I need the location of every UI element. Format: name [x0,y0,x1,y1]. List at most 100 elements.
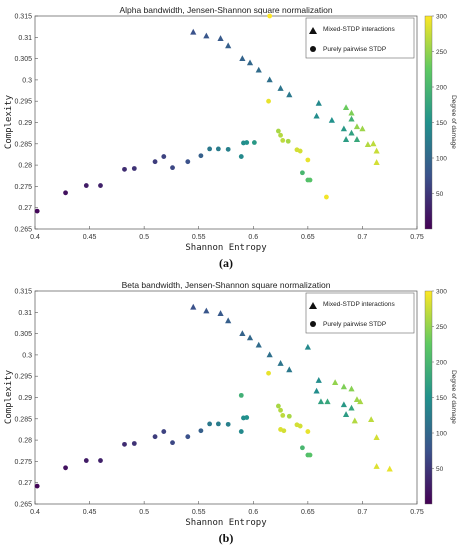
pairwise-stdp-point [131,441,137,446]
figure-panel-alpha: Alpha bandwidth, Jensen-Shannon square n… [4,5,457,270]
colorbar-tick-label: 150 [436,395,447,402]
subfigure-label: (a) [219,256,233,270]
triangle-marker-icon [309,27,317,34]
pairwise-stdp-point [34,208,40,214]
pairwise-stdp-point [297,423,303,429]
mixed-stdp-point [373,159,380,165]
pairwise-stdp-point [278,407,283,413]
mixed-stdp-point [190,28,197,35]
mixed-stdp-point [353,123,361,130]
pairwise-stdp-point [307,452,313,458]
y-tick-label: 0.285 [14,416,32,423]
pairwise-stdp-point [131,166,137,171]
pairwise-stdp-point [98,458,103,463]
y-tick-label: 0.28 [18,163,32,170]
legend: Mixed-STDP interactions Purely pairwise … [305,292,415,334]
circle-marker-icon [310,46,316,52]
legend-mixed-label: Mixed-STDP interactions [323,26,396,33]
pairwise-stdp-point [297,148,303,154]
mixed-stdp-point [357,398,364,405]
mixed-stdp-point [217,35,224,41]
mixed-stdp-point [359,125,366,132]
mixed-stdp-point [348,385,355,392]
legend-pairwise-label: Purely pairwise STDP [323,321,386,328]
x-tick-label: 0.45 [83,234,97,241]
mixed-stdp-point [317,398,325,405]
mixed-stdp-point [348,115,355,122]
mixed-stdp-point [353,136,361,142]
mixed-stdp-point [315,377,322,383]
beta-scatter-chart: Beta bandwidth, Jensen-Shannon square no… [4,280,457,545]
x-tick-label: 0.5 [139,234,149,241]
pairwise-stdp-point [300,170,305,176]
chart-title: Alpha bandwidth, Jensen-Shannon square n… [119,5,332,15]
legend-box [305,17,415,59]
pairwise-stdp-point [300,445,305,451]
mixed-stdp-point [286,91,293,98]
pairwise-stdp-point [152,159,158,165]
mixed-stdp-point [203,32,210,39]
mixed-stdp-point [324,398,331,405]
mixed-stdp-point [373,147,380,154]
mixed-stdp-point [351,417,358,424]
mixed-stdp-point [368,416,375,423]
y-tick-label: 0.285 [14,141,32,148]
y-tick-label: 0.305 [14,331,32,338]
mixed-stdp-point [255,66,262,73]
pairwise-stdp-point [170,440,175,446]
pairwise-stdp-point [225,146,231,152]
colorbar-tick-label: 250 [436,324,447,331]
y-tick-label: 0.3 [22,352,32,359]
y-tick-label: 0.27 [18,480,32,487]
x-tick-label: 0.4 [30,509,40,516]
legend-pairwise-label: Purely pairwise STDP [323,46,386,53]
scatter-points [34,303,393,489]
pairwise-stdp-point [281,428,287,434]
pairwise-stdp-point [122,441,127,447]
mixed-stdp-point [370,140,377,147]
mixed-stdp-point [313,387,320,394]
legend: Mixed-STDP interactions Purely pairwise … [305,17,415,59]
pairwise-stdp-point [238,154,244,159]
pairwise-stdp-point [215,146,221,152]
mixed-stdp-point [340,125,347,132]
x-axis-label: Shannon Entropy [185,518,267,528]
y-tick-label: 0.315 [14,14,32,21]
triangle-marker-icon [309,302,317,309]
y-tick-label: 0.27 [18,205,32,212]
y-tick-label: 0.28 [18,438,32,445]
colorbar-ticks: 50 100 150 200 250 300 [432,13,447,198]
y-tick-label: 0.29 [18,395,32,402]
mixed-stdp-point [190,303,197,310]
mixed-stdp-point [340,383,347,390]
colorbar-tick-label: 100 [436,430,447,437]
x-tick-label: 0.65 [301,234,315,241]
y-tick-label: 0.295 [14,99,32,106]
colorbar-label: Degree of damage [450,370,457,424]
mixed-stdp-point [266,351,273,358]
mixed-stdp-point [342,411,350,417]
pairwise-stdp-point [324,194,329,200]
pairwise-stdp-point [34,483,40,489]
colorbar-tick-label: 50 [436,191,444,198]
y-tick-label: 0.295 [14,374,32,381]
y-tick-label: 0.31 [18,35,32,42]
pairwise-stdp-point [152,434,158,440]
mixed-stdp-point [239,55,246,61]
colorbar-tick-label: 300 [436,13,447,20]
y-tick-label: 0.315 [14,289,32,296]
mixed-stdp-point [246,59,254,66]
mixed-stdp-point [225,317,232,324]
pairwise-stdp-point [266,98,271,104]
x-tick-label: 0.75 [410,509,424,516]
figure-panel-beta: Beta bandwidth, Jensen-Shannon square no… [0,275,459,550]
mixed-stdp-point [332,379,339,385]
mixed-stdp-point [348,404,355,411]
pairwise-stdp-point [161,429,167,434]
x-tick-label: 0.4 [30,234,40,241]
pairwise-stdp-point [225,421,231,427]
y-tick-label: 0.31 [18,310,32,317]
pairwise-stdp-point [63,190,68,196]
mixed-stdp-point [304,343,311,350]
pairwise-stdp-point [98,183,103,188]
